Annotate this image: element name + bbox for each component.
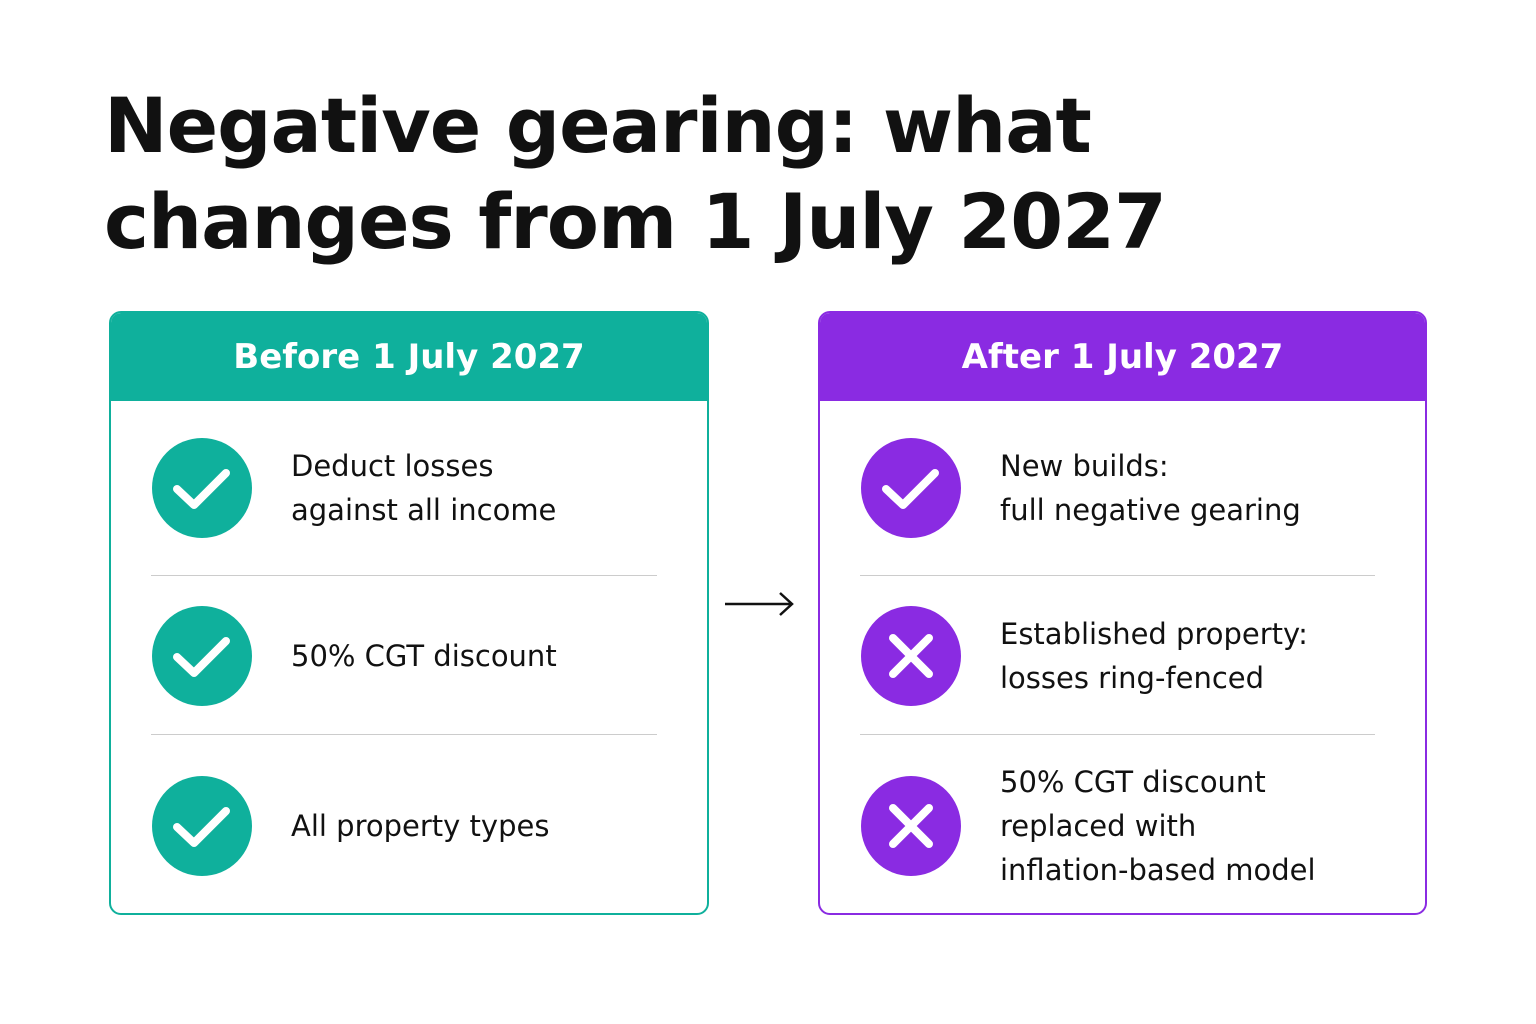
item-line: full negative gearing <box>1000 492 1301 527</box>
item-text: 50% CGT discount replaced with inflation-b… <box>1000 760 1316 892</box>
item-line: All property types <box>291 808 550 843</box>
title-line: changes from 1 July 2027 <box>104 177 1167 266</box>
panel-heading: Before 1 July 2027 <box>111 313 707 401</box>
check-icon <box>152 605 252 706</box>
panel: After 1 July 2027 New builds: full negativ… <box>818 311 1427 915</box>
check-icon <box>152 775 252 876</box>
item-line: inflation-based model <box>1000 852 1316 887</box>
item-line: Deduct losses <box>291 448 494 483</box>
check-icon <box>152 437 252 538</box>
title-line: Negative gearing: what <box>104 81 1092 170</box>
cross-icon <box>861 605 961 706</box>
item-text: Deduct losses against all income <box>291 444 556 532</box>
item-text: 50% CGT discount <box>291 634 557 678</box>
panel: Before 1 July 2027 Deduct losses against a… <box>109 311 709 915</box>
item: All property types <box>151 734 657 913</box>
item-line: New builds: <box>1000 448 1169 483</box>
item: Deduct losses against all income <box>151 401 657 574</box>
item-line: losses ring-fenced <box>1000 660 1265 695</box>
item-text: Established property: losses ring-fenced <box>1000 612 1308 700</box>
item: Established property: losses ring-fenced <box>860 575 1375 735</box>
check-icon <box>861 437 961 538</box>
item-line: Established property: <box>1000 616 1308 651</box>
item-line: 50% CGT discount <box>1000 764 1266 799</box>
item: 50% CGT discount <box>151 575 657 735</box>
panel-heading: After 1 July 2027 <box>820 313 1425 401</box>
arrow <box>725 592 794 616</box>
item-line: against all income <box>291 492 557 527</box>
item-text: New builds: full negative gearing <box>1000 444 1301 532</box>
cross-icon <box>861 775 961 876</box>
item-text: All property types <box>291 804 549 848</box>
item-line: replaced with <box>1000 808 1197 843</box>
item-line: 50% CGT discount <box>291 638 557 673</box>
item: 50% CGT discount replaced with inflation-b… <box>860 734 1375 913</box>
item: New builds: full negative gearing <box>860 401 1375 574</box>
title: Negative gearing: what changes from 1 Jul… <box>104 78 1167 270</box>
